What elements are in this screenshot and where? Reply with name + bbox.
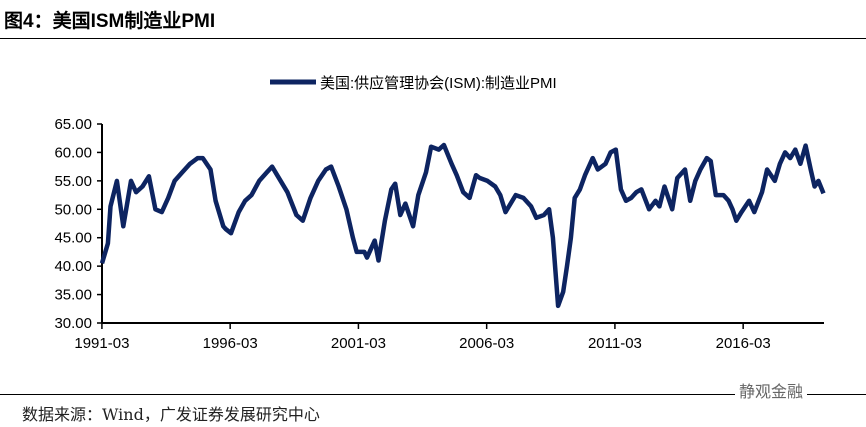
x-tick-label: 2016-03	[716, 335, 771, 352]
y-tick-label: 65.00	[54, 116, 92, 133]
legend: 美国:供应管理协会(ISM):制造业PMI	[270, 74, 557, 92]
source-note: 数据来源：Wind，广发证券发展研究中心	[22, 405, 320, 424]
y-tick-label: 60.00	[54, 144, 92, 161]
x-tick-label: 1996-03	[203, 335, 258, 352]
title-divider	[0, 38, 866, 39]
y-tick-label: 55.00	[54, 173, 92, 190]
y-tick-label: 35.00	[54, 287, 92, 304]
y-tick-label: 40.00	[54, 258, 92, 275]
series-line-ism-pmi	[99, 142, 826, 309]
y-tick-label: 30.00	[54, 315, 92, 332]
x-tick-label: 1991-03	[74, 335, 129, 352]
y-tick-label: 50.00	[54, 201, 92, 218]
x-tick-label: 2006-03	[459, 335, 514, 352]
x-tick-label: 2001-03	[331, 335, 386, 352]
figure-title: 图4：美国ISM制造业PMI	[4, 11, 216, 32]
x-tick-label: 2011-03	[588, 335, 642, 352]
watermark: 静观金融	[735, 378, 808, 402]
legend-label: 美国:供应管理协会(ISM):制造业PMI	[320, 74, 557, 92]
footer-divider	[0, 394, 866, 395]
y-tick-label: 45.00	[54, 230, 92, 247]
